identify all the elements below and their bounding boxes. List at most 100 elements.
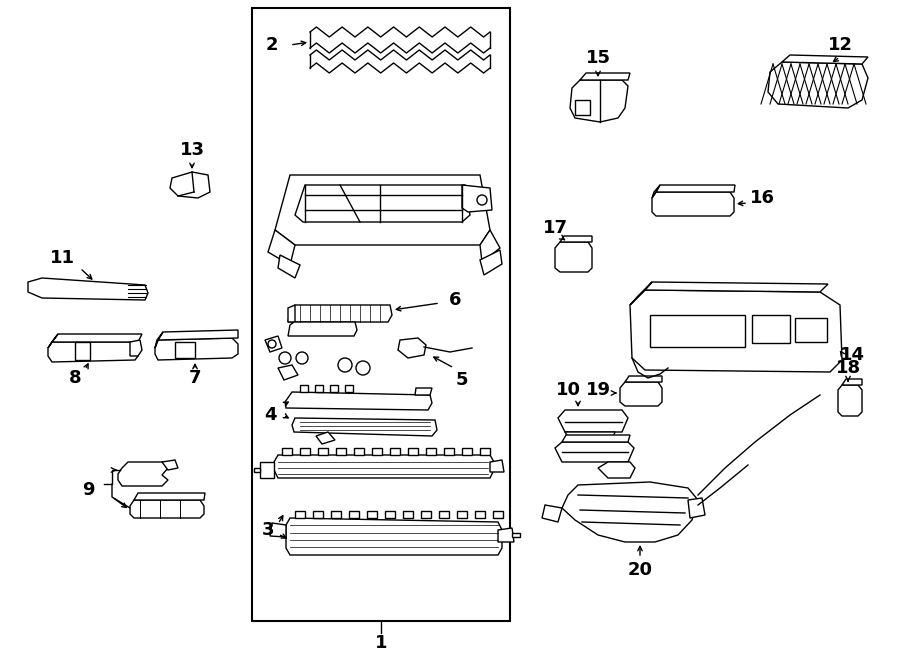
Polygon shape [480, 250, 502, 275]
Text: 12: 12 [827, 36, 852, 54]
Polygon shape [403, 511, 413, 518]
Polygon shape [345, 385, 353, 392]
Circle shape [268, 340, 276, 348]
Polygon shape [565, 432, 615, 440]
Polygon shape [315, 385, 323, 392]
Polygon shape [555, 442, 634, 462]
Circle shape [356, 361, 370, 375]
Polygon shape [331, 511, 341, 518]
Polygon shape [656, 185, 735, 192]
Polygon shape [620, 382, 662, 406]
Polygon shape [408, 448, 418, 455]
Polygon shape [75, 342, 90, 360]
Polygon shape [336, 448, 346, 455]
Polygon shape [295, 185, 470, 222]
Polygon shape [542, 505, 562, 522]
Polygon shape [426, 448, 436, 455]
Polygon shape [372, 448, 382, 455]
Polygon shape [170, 172, 210, 198]
Text: 1: 1 [374, 634, 387, 652]
Polygon shape [580, 73, 630, 80]
Polygon shape [260, 462, 274, 478]
Polygon shape [158, 330, 238, 340]
Polygon shape [48, 342, 138, 362]
Text: 3: 3 [262, 521, 274, 539]
Bar [752, 315, 790, 343]
Text: 5: 5 [455, 371, 468, 389]
Polygon shape [288, 305, 295, 322]
Text: 11: 11 [50, 249, 75, 267]
Polygon shape [652, 185, 660, 198]
Polygon shape [415, 388, 432, 395]
Bar [650, 315, 745, 347]
Polygon shape [562, 482, 698, 542]
Text: 17: 17 [543, 219, 568, 237]
Text: 19: 19 [586, 381, 610, 399]
Polygon shape [162, 460, 178, 470]
Polygon shape [555, 242, 592, 272]
Polygon shape [480, 230, 500, 262]
Polygon shape [475, 511, 485, 518]
Polygon shape [398, 338, 426, 358]
Text: 20: 20 [627, 561, 652, 579]
Circle shape [296, 352, 308, 364]
Polygon shape [512, 533, 520, 537]
Polygon shape [278, 255, 300, 278]
Polygon shape [349, 511, 359, 518]
Polygon shape [134, 493, 205, 500]
Circle shape [477, 195, 487, 205]
Text: 16: 16 [750, 189, 775, 207]
Polygon shape [155, 338, 238, 360]
Polygon shape [652, 192, 734, 216]
Polygon shape [118, 462, 168, 486]
Text: 8: 8 [68, 369, 81, 387]
Polygon shape [330, 385, 338, 392]
Polygon shape [838, 385, 862, 416]
Polygon shape [300, 448, 310, 455]
Polygon shape [390, 448, 400, 455]
Text: 2: 2 [266, 36, 278, 54]
Polygon shape [28, 278, 148, 300]
Polygon shape [562, 435, 630, 442]
Text: 10: 10 [555, 381, 580, 399]
Polygon shape [265, 336, 282, 352]
Polygon shape [316, 432, 335, 444]
Bar [795, 318, 827, 342]
Polygon shape [630, 282, 652, 305]
Polygon shape [130, 340, 142, 356]
Polygon shape [292, 418, 437, 436]
Text: 18: 18 [835, 359, 860, 377]
Polygon shape [462, 185, 492, 212]
Polygon shape [490, 460, 504, 472]
Polygon shape [457, 511, 467, 518]
Polygon shape [300, 385, 308, 392]
Polygon shape [48, 334, 58, 348]
Polygon shape [421, 511, 431, 518]
Text: 13: 13 [179, 141, 204, 159]
Polygon shape [282, 448, 292, 455]
Polygon shape [480, 448, 490, 455]
Polygon shape [288, 305, 392, 322]
Polygon shape [52, 334, 142, 342]
Polygon shape [688, 498, 705, 518]
Polygon shape [175, 342, 195, 358]
Text: 6: 6 [449, 291, 461, 309]
Polygon shape [625, 376, 662, 382]
Polygon shape [130, 500, 204, 518]
Polygon shape [155, 332, 163, 348]
Polygon shape [278, 365, 298, 380]
Polygon shape [645, 282, 828, 292]
Polygon shape [318, 448, 328, 455]
Polygon shape [288, 322, 357, 336]
Polygon shape [768, 62, 868, 108]
Text: 9: 9 [82, 481, 94, 499]
Polygon shape [268, 230, 295, 265]
Polygon shape [498, 528, 514, 542]
Polygon shape [630, 290, 842, 372]
Polygon shape [385, 511, 395, 518]
Text: 15: 15 [586, 49, 610, 67]
Polygon shape [354, 448, 364, 455]
Polygon shape [439, 511, 449, 518]
Polygon shape [254, 468, 260, 472]
Polygon shape [842, 379, 862, 385]
